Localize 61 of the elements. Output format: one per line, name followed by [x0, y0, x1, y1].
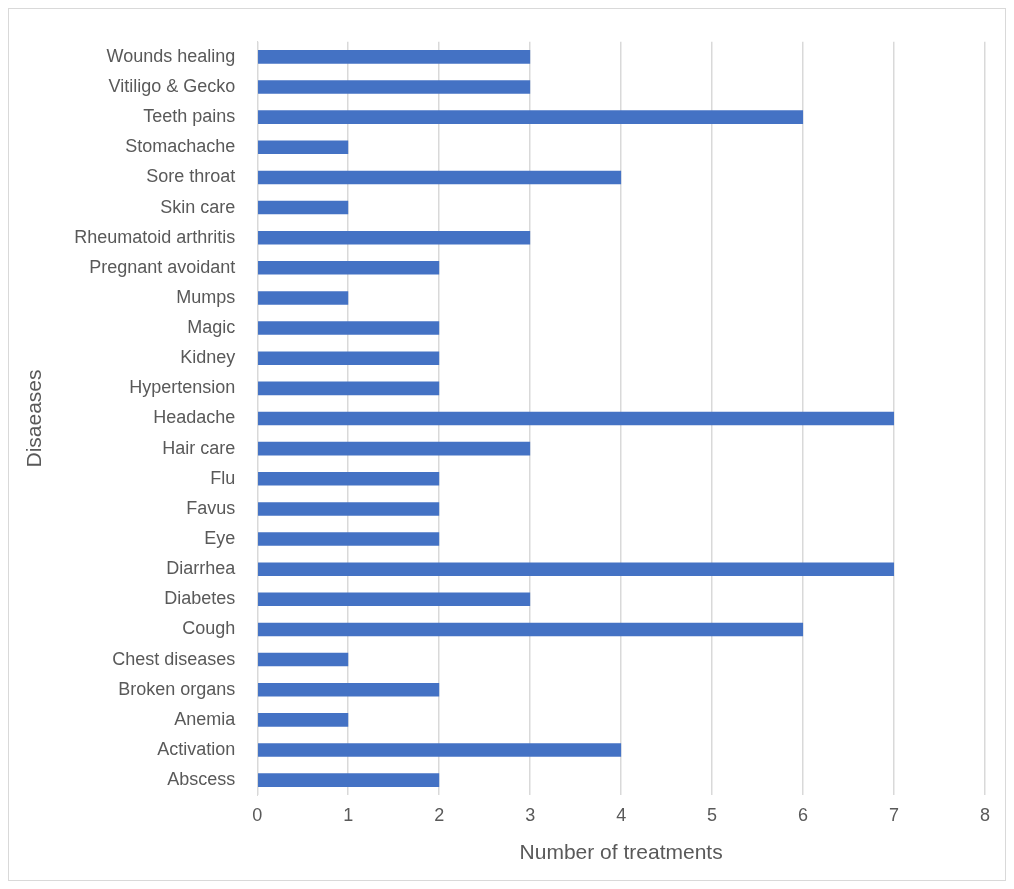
y-tick-label: Pregnant avoidant [89, 256, 236, 277]
bar [258, 622, 804, 637]
bar [258, 50, 531, 64]
bar [258, 110, 804, 124]
bar [258, 652, 349, 667]
y-tick-label: Stomachache [125, 136, 236, 157]
y-tick-label: Cough [182, 618, 236, 639]
x-tick-label: 2 [434, 804, 445, 825]
y-tick-label: Anemia [174, 708, 237, 729]
bar [258, 532, 440, 546]
x-tick-label: 6 [798, 804, 809, 825]
y-tick-label: Magic [187, 317, 236, 338]
bar [258, 351, 440, 366]
y-tick-label: Chest diseases [112, 648, 236, 669]
x-tick-label: 1 [343, 804, 354, 825]
bar [258, 682, 440, 697]
bar [258, 441, 531, 456]
y-tick-label: Flu [210, 467, 236, 488]
x-tick-label: 7 [889, 804, 900, 825]
bar [258, 80, 531, 94]
y-tick-label: Kidney [180, 347, 236, 368]
bar [258, 713, 349, 727]
y-tick-label: Broken organs [118, 678, 236, 699]
y-tick-label: Activation [157, 738, 236, 759]
y-tick-label: Mumps [176, 286, 236, 307]
bar [258, 291, 349, 305]
bar [258, 502, 440, 516]
bar [258, 170, 622, 185]
y-tick-label: Skin care [160, 196, 236, 217]
y-tick-label: Diarrhea [166, 558, 237, 579]
bar [258, 411, 895, 426]
y-tick-label: Rheumatoid arthritis [74, 226, 236, 247]
bar [258, 200, 349, 215]
y-tick-label: Headache [153, 407, 236, 428]
bar [258, 773, 440, 787]
x-axis-title: Number of treatments [519, 840, 723, 864]
x-tick-label: 4 [616, 804, 627, 825]
bar [258, 140, 349, 155]
y-tick-label: Diabetes [164, 588, 236, 609]
y-tick-label: Eye [204, 528, 236, 549]
x-tick-label: 5 [707, 804, 718, 825]
y-tick-label: Teeth pains [143, 106, 236, 127]
bar [258, 381, 440, 396]
bar [258, 261, 440, 275]
y-tick-label: Wounds healing [106, 45, 236, 66]
y-tick-label: Hair care [162, 437, 236, 458]
y-tick-label: Sore throat [146, 166, 236, 187]
bar [258, 321, 440, 335]
y-tick-label: Hypertension [129, 377, 236, 398]
y-tick-label: Abscess [167, 769, 236, 790]
y-tick-label: Vitiligo & Gecko [108, 75, 236, 96]
bar [258, 592, 531, 607]
x-tick-label: 3 [525, 804, 536, 825]
bar [258, 230, 531, 245]
bar [258, 562, 895, 576]
y-tick-label: Favus [186, 497, 236, 518]
bar [258, 743, 622, 757]
x-tick-label: 8 [979, 804, 991, 825]
y-axis-title: Disaeases [22, 369, 46, 468]
bar [258, 471, 440, 486]
x-tick-label: 0 [252, 804, 263, 825]
